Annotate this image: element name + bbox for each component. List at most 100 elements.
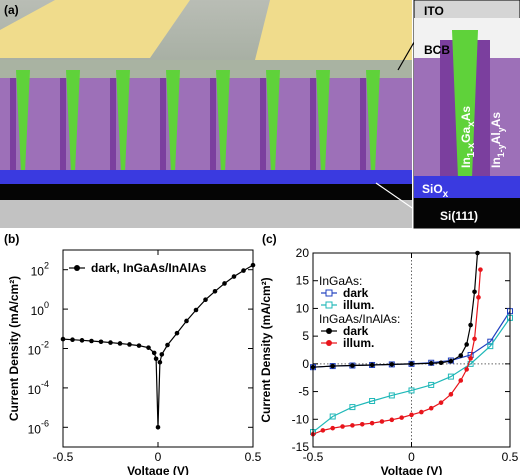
tick-base: 10 — [28, 422, 42, 436]
data-point — [369, 397, 376, 404]
data-point — [193, 307, 199, 313]
data-point — [389, 362, 395, 367]
label-part: As — [459, 106, 473, 122]
data-point — [487, 343, 494, 350]
data-point — [464, 367, 469, 372]
label-part: As — [489, 112, 503, 128]
label-part: Al — [489, 132, 503, 144]
legend-symbol — [325, 301, 333, 309]
data-point — [329, 413, 336, 420]
tick-base: 10 — [28, 383, 42, 397]
data-point — [464, 342, 469, 347]
y-tick-label: 5 — [302, 329, 309, 343]
label-part: SiO — [422, 182, 443, 196]
y-tick-label: 10-4 — [28, 379, 49, 397]
legend-label: illum. — [343, 298, 374, 312]
data-point — [472, 289, 477, 295]
data-point — [320, 428, 326, 433]
label-part: x — [466, 121, 477, 127]
data-point — [478, 267, 483, 272]
data-point — [399, 415, 404, 420]
plot-frame — [312, 252, 511, 448]
tick-base: 10 — [31, 265, 45, 279]
panel-label: (a) — [4, 3, 19, 17]
legend-symbol — [326, 340, 332, 346]
y-axis-label: Current Density (mA/cm²) — [259, 277, 273, 422]
data-point — [468, 356, 473, 361]
data-point — [174, 330, 180, 336]
data-point — [70, 337, 75, 342]
data-point — [468, 322, 473, 328]
data-point — [428, 405, 434, 411]
x-tick-label: 0.5 — [502, 450, 519, 464]
x-axis-label: Voltage (V) — [127, 464, 189, 475]
data-point — [330, 363, 336, 369]
data-point — [184, 318, 189, 324]
legend-symbol — [326, 328, 332, 334]
y-tick-label: -10 — [292, 412, 310, 426]
legend-label: dark — [343, 286, 369, 300]
legend-symbol — [325, 289, 333, 297]
x-tick-label: 0 — [155, 450, 162, 464]
data-point — [157, 359, 163, 365]
data-point — [409, 412, 414, 418]
y-tick-label: 10-2 — [28, 340, 49, 358]
data-point — [447, 373, 454, 380]
legend-label: illum. — [343, 336, 374, 350]
x-tick-label: -0.5 — [53, 450, 74, 464]
layer-label: In1-xGaxAs — [459, 106, 477, 168]
legend-group: InGaAs: — [319, 274, 362, 288]
y-tick-label: 100 — [31, 300, 49, 318]
series-line — [312, 252, 479, 368]
y-axis-label: Current Density (mA/cm²) — [7, 276, 21, 421]
data-point — [89, 338, 94, 344]
y-tick-label: -15 — [292, 440, 310, 454]
data-point — [350, 363, 355, 368]
tick-base: 10 — [31, 304, 45, 318]
y-tick-label: 0 — [302, 357, 309, 371]
legend-symbol — [74, 265, 80, 271]
layer-label: In1-yAlyAs — [489, 112, 506, 168]
data-point — [340, 424, 345, 429]
label-part: x — [443, 189, 449, 200]
data-point — [153, 356, 159, 362]
data-point — [448, 358, 454, 364]
data-point — [472, 336, 477, 342]
panel-label: (c) — [262, 232, 277, 246]
tick-exponent: 2 — [44, 261, 49, 271]
data-point — [203, 297, 208, 303]
label-part: In — [489, 157, 503, 168]
y-tick-label: 15 — [296, 274, 310, 288]
data-point — [231, 274, 237, 279]
device-rendering — [0, 0, 429, 228]
data-point — [458, 378, 464, 383]
label-part: 1-x — [466, 142, 477, 157]
label-part: In — [459, 157, 473, 168]
plot-frame — [62, 249, 254, 448]
data-point — [146, 345, 151, 350]
label-part: 1-y — [496, 144, 506, 157]
label-part: y — [496, 127, 506, 132]
tick-exponent: -6 — [41, 418, 49, 428]
data-point — [438, 400, 444, 405]
data-point — [330, 425, 336, 431]
data-point — [476, 295, 481, 300]
data-point — [458, 353, 464, 358]
data-point — [388, 392, 395, 399]
data-point — [349, 404, 356, 411]
tick-exponent: -2 — [41, 340, 49, 350]
data-point — [419, 409, 424, 415]
x-tick-label: 0.5 — [245, 450, 262, 464]
label-part: Ga — [459, 127, 473, 143]
data-point — [79, 338, 85, 343]
data-point — [136, 343, 142, 348]
data-point — [159, 352, 165, 357]
data-point — [448, 392, 454, 397]
y-tick-label: 10-6 — [28, 418, 49, 436]
data-point — [350, 423, 355, 428]
data-point — [151, 350, 157, 356]
data-point — [379, 419, 385, 424]
data-point — [241, 268, 246, 273]
data-point — [428, 361, 434, 366]
